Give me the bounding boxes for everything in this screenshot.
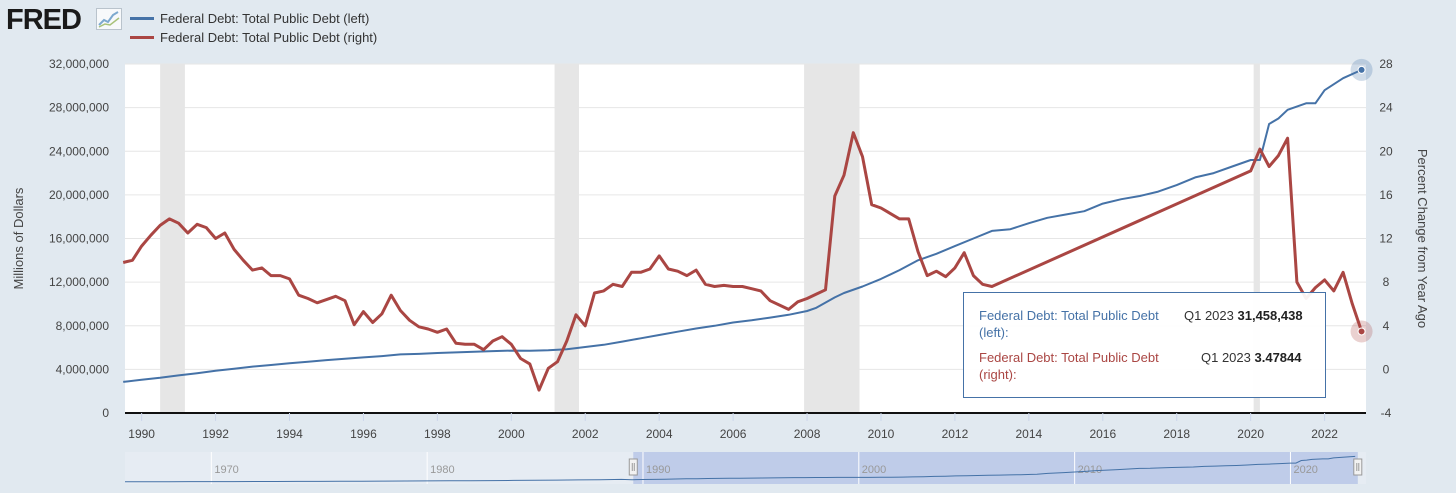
x-tick-label: 2020 bbox=[1237, 427, 1264, 441]
navigator-label: 1990 bbox=[646, 464, 670, 476]
chart-header: FRED Federal Debt: Total Public Debt (le… bbox=[0, 0, 1456, 56]
tooltip-value-left: 31,458,438 bbox=[1237, 308, 1303, 323]
x-tick-label: 2014 bbox=[1016, 427, 1043, 441]
y-left-tick-label: 12,000,000 bbox=[49, 275, 109, 289]
navigator-label: 2000 bbox=[862, 464, 886, 476]
hover-point-left bbox=[1357, 65, 1366, 74]
y-left-tick-label: 4,000,000 bbox=[56, 362, 110, 376]
x-tick-label: 2018 bbox=[1163, 427, 1190, 441]
y-right-tick-label: 12 bbox=[1379, 232, 1393, 246]
navigator-label: 2020 bbox=[1293, 464, 1317, 476]
navigator-label: 1980 bbox=[430, 464, 454, 476]
series-line-right bbox=[122, 131, 1364, 392]
tooltip-date-text-left: Q1 2023 bbox=[1184, 308, 1234, 323]
x-tick-label: 1990 bbox=[128, 427, 155, 441]
navigator-series-line bbox=[125, 455, 1356, 483]
navigator-label: 2010 bbox=[1078, 464, 1102, 476]
y-left-axis-title: Millions of Dollars bbox=[11, 187, 26, 289]
navigator-handle-right[interactable] bbox=[1353, 458, 1363, 476]
legend-swatch-red bbox=[130, 35, 154, 39]
y-right-tick-label: 8 bbox=[1383, 275, 1390, 289]
y-right-tick-label: 24 bbox=[1379, 101, 1393, 115]
x-tick-label: 1996 bbox=[350, 427, 377, 441]
y-left-tick-label: 24,000,000 bbox=[49, 144, 109, 158]
legend-item-left-series[interactable]: Federal Debt: Total Public Debt (left) bbox=[130, 9, 369, 27]
y-right-tick-label: 20 bbox=[1379, 144, 1393, 158]
tooltip-series-name-left: Federal Debt: Total Public Debt (left): bbox=[979, 308, 1159, 340]
y-left-tick-label: 32,000,000 bbox=[49, 57, 109, 71]
y-right-tick-label: 0 bbox=[1383, 362, 1390, 376]
y-left-tick-label: 16,000,000 bbox=[49, 232, 109, 246]
tooltip-value-right: 3.47844 bbox=[1254, 350, 1302, 365]
y-right-tick-label: 16 bbox=[1379, 188, 1393, 202]
x-tick-label: 2004 bbox=[646, 427, 673, 441]
y-right-tick-label: 28 bbox=[1379, 57, 1393, 71]
navigator-label: 1970 bbox=[214, 464, 238, 476]
legend-label-right: Federal Debt: Total Public Debt (right) bbox=[160, 29, 378, 45]
navigator-selection bbox=[633, 452, 1358, 484]
tooltip-date-text-right: Q1 2023 bbox=[1201, 350, 1251, 365]
chart-tooltip: Federal Debt: Total Public Debt (left): … bbox=[963, 292, 1326, 398]
x-tick-label: 1994 bbox=[276, 427, 303, 441]
tooltip-date-left: Q1 2023 31,458,438 bbox=[1184, 307, 1303, 324]
series-line-left bbox=[123, 68, 1363, 383]
x-tick-label: 2008 bbox=[794, 427, 821, 441]
x-tick-label: 1992 bbox=[202, 427, 229, 441]
legend-swatch-blue bbox=[130, 16, 154, 20]
y-left-tick-label: 8,000,000 bbox=[56, 319, 110, 333]
x-tick-label: 2000 bbox=[498, 427, 525, 441]
y-right-axis-title: Percent Change from Year Ago bbox=[1415, 149, 1430, 328]
tooltip-date-right: Q1 2023 3.47844 bbox=[1201, 349, 1302, 366]
x-tick-label: 1998 bbox=[424, 427, 451, 441]
hover-point-right bbox=[1357, 327, 1366, 336]
x-tick-label: 2016 bbox=[1089, 427, 1116, 441]
navigator-handle-left[interactable] bbox=[628, 458, 638, 476]
legend-item-right-series[interactable]: Federal Debt: Total Public Debt (right) bbox=[130, 28, 377, 46]
fred-logo[interactable]: FRED bbox=[6, 4, 82, 36]
x-tick-label: 2006 bbox=[720, 427, 747, 441]
y-right-tick-label: -4 bbox=[1381, 406, 1392, 420]
x-tick-label: 2012 bbox=[942, 427, 969, 441]
y-left-tick-label: 28,000,000 bbox=[49, 101, 109, 115]
tooltip-series-name-right: Federal Debt: Total Public Debt (right): bbox=[979, 350, 1159, 382]
x-tick-label: 2002 bbox=[572, 427, 599, 441]
y-right-tick-label: 4 bbox=[1383, 319, 1390, 333]
chart-logo-icon bbox=[96, 8, 122, 30]
x-tick-label: 2010 bbox=[868, 427, 895, 441]
x-tick-label: 2022 bbox=[1311, 427, 1338, 441]
y-left-tick-label: 20,000,000 bbox=[49, 188, 109, 202]
y-left-tick-label: 0 bbox=[102, 406, 109, 420]
legend-label-left: Federal Debt: Total Public Debt (left) bbox=[160, 10, 370, 26]
